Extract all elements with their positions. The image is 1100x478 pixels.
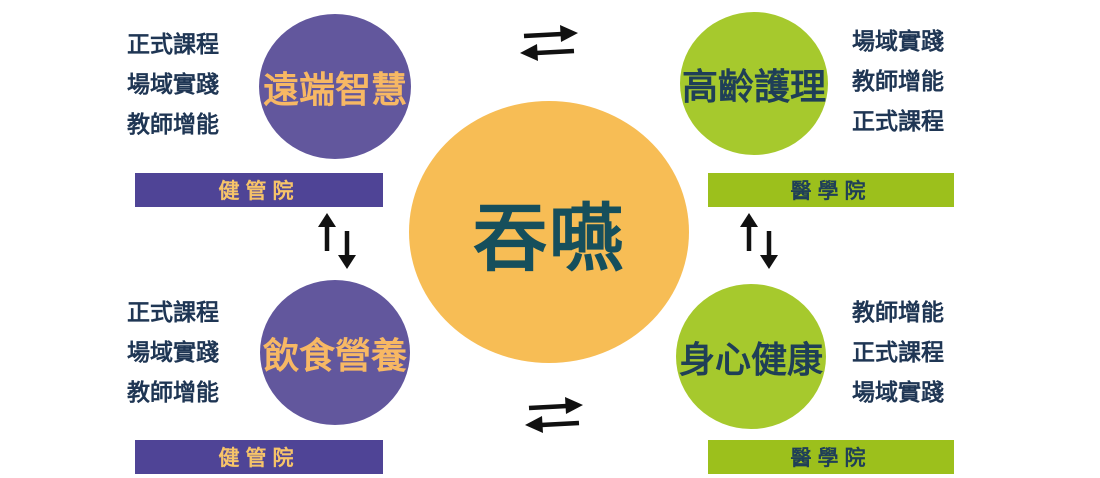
bottom-left-label: 飲食營養 [262,334,407,377]
exchange-arrows-icon [525,397,583,433]
school-label: 醫學院 [790,178,872,203]
exchange-arrows-icon [520,25,578,61]
top-right-school-bar: 醫學院 [708,173,954,207]
center-label: 吞嚥 [473,195,625,282]
school-label: 健管院 [218,445,300,470]
list-item: 教師增能 [852,68,944,95]
list-item: 場域實踐 [127,339,219,366]
top-left-label: 遠端智慧 [262,68,407,111]
list-item: 正式課程 [127,299,219,326]
bottom-right-label: 身心健康 [678,338,823,381]
list-item: 教師增能 [852,299,944,326]
top-right-item-list: 場域實踐 教師增能 正式課程 [852,22,972,142]
bottom-left-school-bar: 健管院 [135,440,383,474]
top-right-circle: 高齡護理 [680,12,828,155]
bottom-right-circle: 身心健康 [676,284,826,429]
list-item: 正式課程 [852,108,944,135]
bottom-right-school-bar: 醫學院 [708,440,954,474]
school-label: 健管院 [218,178,300,203]
list-item: 場域實踐 [852,379,944,406]
up-down-arrows-icon [318,213,356,269]
list-item: 正式課程 [127,31,219,58]
bottom-right-item-list: 教師增能 正式課程 場域實踐 [852,293,972,413]
school-label: 醫學院 [790,445,872,470]
list-item: 場域實踐 [852,28,944,55]
list-item: 場域實踐 [127,71,219,98]
top-left-item-list: 正式課程 場域實踐 教師增能 [127,25,247,145]
top-left-circle: 遠端智慧 [259,14,411,159]
up-down-arrows-icon [740,213,778,269]
top-right-label: 高齡護理 [681,65,826,108]
bottom-left-item-list: 正式課程 場域實踐 教師增能 [127,293,247,413]
center-circle: 吞嚥 [409,101,689,363]
list-item: 教師增能 [127,379,219,406]
top-left-school-bar: 健管院 [135,173,383,207]
bottom-left-circle: 飲食營養 [260,280,410,425]
list-item: 教師增能 [127,111,219,138]
list-item: 正式課程 [852,339,944,366]
